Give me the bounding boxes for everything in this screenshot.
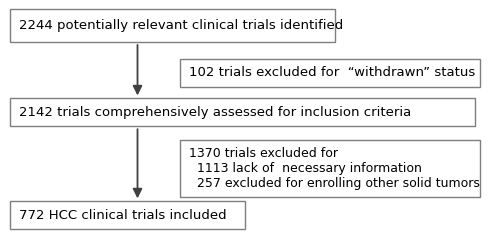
Text: 1370 trials excluded for
  1113 lack of  necessary information
  257 excluded fo: 1370 trials excluded for 1113 lack of ne… [189, 147, 480, 190]
FancyBboxPatch shape [10, 98, 475, 126]
Text: 102 trials excluded for  “withdrawn” status: 102 trials excluded for “withdrawn” stat… [189, 66, 475, 79]
Text: 2244 potentially relevant clinical trials identified: 2244 potentially relevant clinical trial… [19, 19, 343, 32]
FancyBboxPatch shape [10, 201, 245, 229]
FancyBboxPatch shape [10, 9, 335, 42]
FancyBboxPatch shape [180, 140, 480, 197]
Text: 772 HCC clinical trials included: 772 HCC clinical trials included [19, 209, 227, 222]
FancyBboxPatch shape [180, 58, 480, 87]
Text: 2142 trials comprehensively assessed for inclusion criteria: 2142 trials comprehensively assessed for… [19, 106, 411, 119]
